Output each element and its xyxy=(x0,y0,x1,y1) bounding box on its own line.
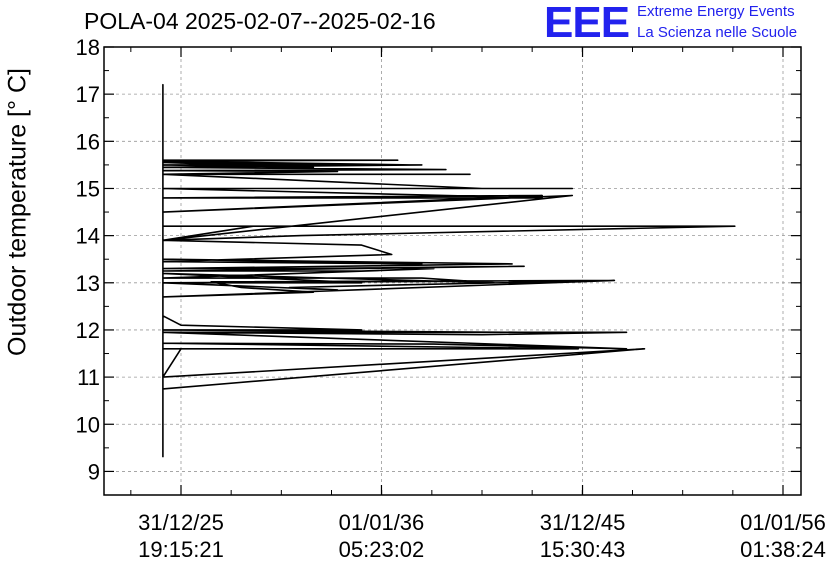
y-tick-label: 9 xyxy=(88,459,100,484)
y-tick-label: 16 xyxy=(76,129,100,154)
y-tick-label: 18 xyxy=(76,35,100,60)
x-tick-date: 31/12/25 xyxy=(138,510,224,535)
temperature-series-line xyxy=(162,83,736,458)
y-tick-label: 13 xyxy=(76,271,100,296)
series-layer xyxy=(162,83,736,458)
x-tick-time: 05:23:02 xyxy=(339,537,425,562)
y-tick-label: 11 xyxy=(77,365,100,390)
y-tick-label: 10 xyxy=(76,412,100,437)
plot-frame xyxy=(103,46,802,496)
x-tick-date: 01/01/36 xyxy=(339,510,425,535)
y-tick-label: 14 xyxy=(76,224,100,249)
logo-caption-line2: La Scienza nelle Scuole xyxy=(637,24,798,41)
logo-caption-line1: Extreme Energy Events xyxy=(637,3,795,20)
x-tick-time: 19:15:21 xyxy=(138,537,224,562)
y-tick-label: 17 xyxy=(76,82,100,107)
x-tick-time: 01:38:24 xyxy=(740,537,826,562)
chart-title: POLA-04 2025-02-07--2025-02-16 xyxy=(84,8,436,34)
x-tick-date: 31/12/45 xyxy=(540,510,626,535)
y-tick-label: 15 xyxy=(76,176,100,201)
x-tick-date: 01/01/56 xyxy=(740,510,826,535)
eee-logo: EEE xyxy=(544,0,630,47)
y-tick-label: 12 xyxy=(76,318,100,343)
x-tick-time: 15:30:43 xyxy=(540,537,626,562)
